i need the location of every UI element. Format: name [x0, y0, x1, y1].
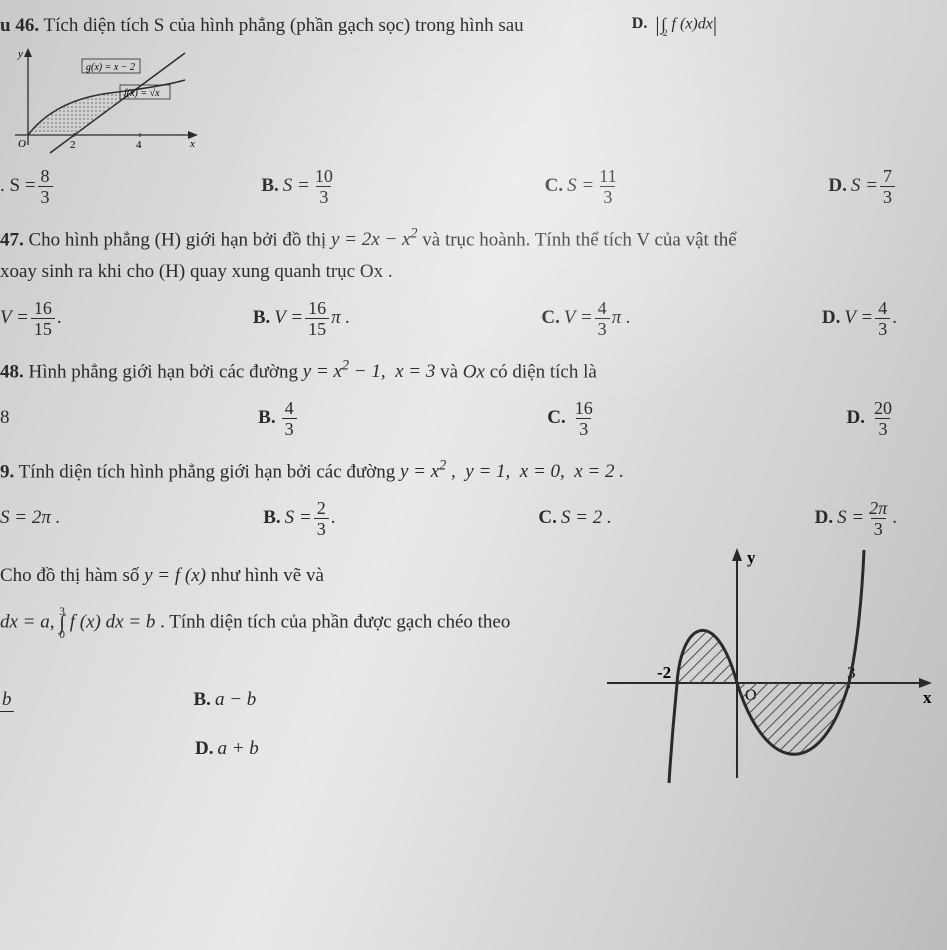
q46-choice-c: C. S = 113 [545, 167, 622, 206]
q48-choice-d: D. 203 [846, 399, 897, 438]
q46-figure: y x O 2 4 g(x) = x − 2 f(x) = √x [10, 45, 937, 155]
svg-text:y: y [747, 548, 756, 567]
q48-stem: 48. Hình phẳng giới hạn bởi các đường y … [0, 356, 937, 387]
svg-text:x: x [189, 138, 195, 150]
q-last-func: y = f (x) [144, 565, 211, 586]
q48-number: 48. [0, 361, 24, 382]
q49-choices: S = 2π . B. S = 23 . C. S = 2 . D. S = 2… [0, 493, 937, 544]
q-last-choices: b B. a − b D. a + b [0, 689, 567, 760]
q48-stem-p2: và Ox có diện tích là [440, 361, 597, 382]
q-last-choice-d: D. a + b [195, 738, 259, 760]
q49-choice-d: D. S = 2π3 . [815, 499, 897, 538]
q47-stem: 47. Cho hình phẳng (H) giới hạn bởi đồ t… [0, 224, 937, 255]
q49-choice-c: C. S = 2 . [538, 499, 611, 538]
q49-stem-p1: Tính diện tích hình phẳng giới hạn bởi c… [19, 461, 396, 482]
top-expr-fragment: D. | ∫-2 f (x)dx| [632, 12, 717, 38]
svg-text:f(x) = √x: f(x) = √x [124, 88, 160, 99]
q47-stem-line2: xoay sinh ra khi cho (H) quay xung quanh… [0, 258, 937, 287]
svg-text:-2: -2 [657, 663, 671, 682]
q-last-line2: dx = a, 3∫0 f (x) dx = b . Tính diện tíc… [0, 608, 567, 638]
q-last-block: Cho đồ thị hàm số y = f (x) như hình vẽ … [0, 544, 937, 788]
q48-choice-c: C. 163 [547, 399, 598, 438]
q49-eq: y = x2 , y = 1, x = 0, x = 2 . [400, 461, 624, 482]
q-last-line1: Cho đồ thị hàm số y = f (x) như hình vẽ … [0, 562, 567, 591]
q47-choices: V = 1615 . B. V = 1615 π . C. V = 43 π .… [0, 293, 937, 344]
q46-choice-a: . S = 83 [0, 167, 55, 206]
svg-text:2: 2 [70, 139, 76, 151]
q47-choice-c: C. V = 43 π . [541, 299, 630, 338]
q47-stem-p2: và trục hoành. Tính thể tích V của vật t… [422, 229, 736, 250]
q46-choice-b: B. S = 103 [261, 167, 338, 206]
q-last-figure: y x O -2 3 [607, 538, 937, 788]
q48-choice-b: B. 43 [258, 399, 298, 438]
svg-text:y: y [17, 48, 23, 60]
q46-stem-text: Tích diện tích S của hình phẳng (phần gạ… [44, 15, 524, 36]
q46-choice-d: D. S = 73 [828, 167, 897, 206]
q47-choice-a: V = 1615 . [0, 299, 62, 338]
q-last-choice-b: B. a − b [194, 689, 257, 711]
q48-eq: y = x2 − 1, x = 3 [303, 361, 440, 382]
q48-choice-a: 8 [0, 399, 10, 438]
q46-stem: u 46. Tích diện tích S của hình phẳng (p… [0, 12, 937, 41]
q48-stem-p1: Hình phẳng giới hạn bởi các đường [29, 361, 298, 382]
svg-text:4: 4 [136, 139, 142, 151]
q49-stem: 9. Tính diện tích hình phẳng giới hạn bở… [0, 456, 937, 487]
q46-a-pre: . S = [0, 175, 36, 197]
q47-number: 47. [0, 229, 24, 250]
top-expr-text: f (x)dx [668, 15, 713, 32]
q47-choice-d: D. V = 43 . [822, 299, 897, 338]
q47-stem-p1: Cho hình phẳng (H) giới hạn bởi đồ thị [29, 229, 327, 250]
q49-choice-a: S = 2π . [0, 499, 60, 538]
q49-choice-b: B. S = 23 . [263, 499, 335, 538]
svg-text:g(x) = x − 2: g(x) = x − 2 [86, 62, 135, 73]
q-last-frag-b: b [0, 689, 14, 712]
top-expr-label: D. [632, 15, 648, 32]
q46-number: u 46. [0, 15, 39, 36]
q-last-intexpr: f (x) dx = b [70, 612, 160, 633]
svg-text:x: x [923, 688, 932, 707]
q46-choices: . S = 83 B. S = 103 C. S = 113 D. S = 73 [0, 161, 937, 212]
q47-choice-b: B. V = 1615 π . [253, 299, 350, 338]
svg-text:O: O [18, 138, 26, 150]
exam-page: D. | ∫-2 f (x)dx| u 46. Tích diện tích S… [0, 12, 947, 788]
q48-choices: 8 B. 43 C. 163 D. 203 [0, 393, 937, 444]
q49-number: 9. [0, 461, 14, 482]
q47-eq: y = 2x − x2 [331, 229, 422, 250]
